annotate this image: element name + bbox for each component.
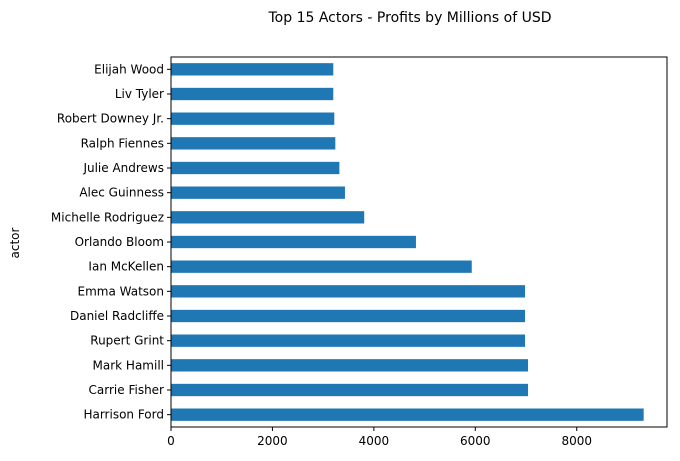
y-tick-label-emma-watson: Emma Watson [78,284,164,298]
y-tick-label-alec-guinness: Alec Guinness [79,186,164,200]
bar-mark-hamill [171,359,529,372]
bar-ian-mckellen [171,260,472,273]
y-tick-label-carrie-fisher: Carrie Fisher [89,383,165,397]
x-tick-label-2000: 2000 [257,434,288,448]
y-tick-label-orlando-bloom: Orlando Bloom [75,235,164,249]
y-tick-label-michelle-rodriguez: Michelle Rodriguez [51,210,164,224]
bar-ralph-fiennes [171,137,336,150]
y-axis-label: actor [8,227,22,258]
y-tick-label-ralph-fiennes: Ralph Fiennes [81,136,164,150]
y-tick-label-harrison-ford: Harrison Ford [83,408,164,422]
x-tick-label-8000: 8000 [561,434,592,448]
y-tick-label-elijah-wood: Elijah Wood [94,62,164,76]
y-tick-label-robert-downey-jr: Robert Downey Jr. [57,112,164,126]
chart-title: Top 15 Actors - Profits by Millions of U… [268,10,552,26]
x-tick-label-6000: 6000 [460,434,491,448]
x-tick-label-4000: 4000 [359,434,390,448]
bar-emma-watson [171,285,525,298]
bars-group [171,63,644,421]
bar-daniel-radcliffe [171,309,525,323]
bar-carrie-fisher [171,383,529,397]
bar-robert-downey-jr [171,112,335,125]
bar-rupert-grint [171,334,525,347]
y-tick-label-ian-mckellen: Ian McKellen [88,260,164,274]
y-tick-label-rupert-grint: Rupert Grint [90,334,164,348]
y-tick-label-liv-tyler: Liv Tyler [115,87,164,101]
x-tick-label-0: 0 [167,434,175,448]
bar-orlando-bloom [171,235,416,249]
y-tick-label-julie-andrews: Julie Andrews [82,161,164,175]
bar-elijah-wood [171,63,334,76]
bar-julie-andrews [171,161,340,175]
y-tick-label-mark-hamill: Mark Hamill [93,358,164,372]
bar-alec-guinness [171,186,345,199]
x-ticks-group: 0 2000 4000 6000 8000 [167,427,592,448]
bar-michelle-rodriguez [171,211,365,224]
bar-harrison-ford [171,408,644,421]
plot-area-frame [170,56,668,428]
bar-liv-tyler [171,87,334,101]
y-tick-label-daniel-radcliffe: Daniel Radcliffe [70,309,164,323]
y-ticks-group: Harrison Ford Carrie Fisher Mark Hamill Rup… [51,62,171,422]
